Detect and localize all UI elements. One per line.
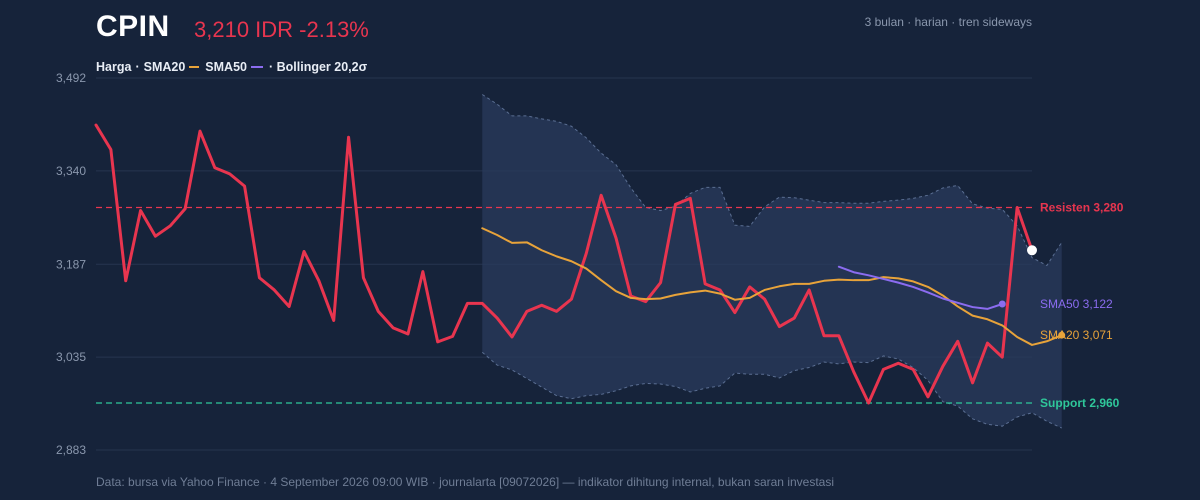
sma20-end-marker bbox=[1058, 331, 1066, 339]
price-change: 3,210 IDR -2.13% bbox=[194, 17, 369, 42]
y-tick-label: 2,883 bbox=[56, 443, 86, 457]
footer-source: Data: bursa via Yahoo Finance · 4 Septem… bbox=[96, 475, 834, 489]
sma20-end-label: SMA20 3,071 bbox=[1040, 328, 1113, 342]
legend-sma50: SMA50 bbox=[205, 60, 247, 74]
ticker-symbol: CPIN bbox=[96, 10, 170, 43]
legend: Harga · SMA20 SMA50 · Bollinger 20,2σ bbox=[96, 60, 367, 74]
legend-price: Harga bbox=[96, 60, 132, 74]
legend-sma50-swatch bbox=[250, 66, 263, 68]
sma50-end-label: SMA50 3,122 bbox=[1040, 297, 1113, 311]
legend-separator: · bbox=[135, 60, 140, 74]
legend-bollinger: · Bollinger 20,2σ bbox=[268, 60, 368, 74]
bollinger-band bbox=[482, 94, 1062, 429]
resisten-label: Resisten 3,280 bbox=[1040, 200, 1124, 214]
legend-sma20: SMA20 bbox=[143, 60, 186, 74]
support-label: Support 2,960 bbox=[1040, 396, 1120, 410]
legend-sma20-swatch bbox=[189, 66, 200, 68]
price-end-marker bbox=[1027, 245, 1037, 256]
sma50-end-marker bbox=[998, 300, 1006, 308]
y-tick-label: 3,340 bbox=[56, 164, 86, 178]
y-tick-label: 3,035 bbox=[56, 350, 86, 364]
chart-meta: 3 bulan · harian · tren sideways bbox=[864, 15, 1032, 29]
y-tick-label: 3,492 bbox=[56, 71, 86, 85]
bollinger-lower-line bbox=[481, 351, 1062, 429]
series-sma20-line bbox=[481, 227, 1063, 346]
y-tick-label: 3,187 bbox=[56, 257, 86, 271]
series-harga-line bbox=[94, 123, 1034, 405]
bollinger-upper-line bbox=[482, 94, 1063, 267]
series-sma50-line bbox=[837, 265, 1004, 310]
